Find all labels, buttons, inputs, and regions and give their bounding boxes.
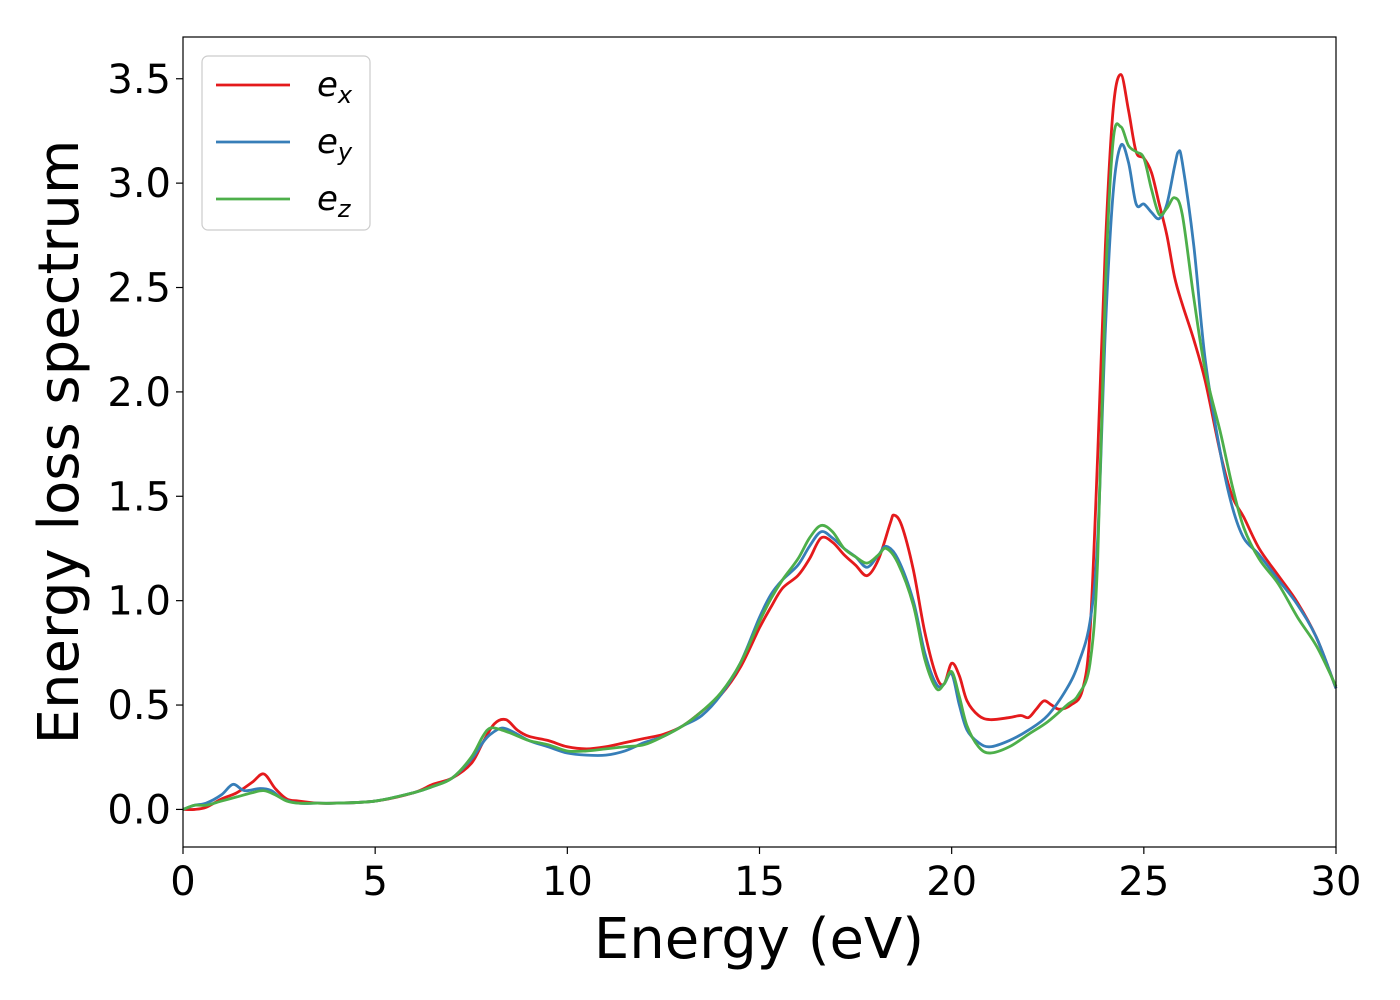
y-tick-label: 0.5 xyxy=(107,683,171,729)
x-tick-label: 15 xyxy=(734,859,785,905)
x-tick-label: 10 xyxy=(542,859,593,905)
series-line-ez xyxy=(182,122,1338,811)
legend-label-ey: ey xyxy=(317,122,353,166)
y-tick-label: 1.5 xyxy=(107,474,171,520)
y-tick-label: 1.0 xyxy=(107,579,171,625)
legend-label-ez: ez xyxy=(317,179,352,223)
y-axis-ticks: 0.0 0.5 1.0 1.5 2.0 2.5 3.0 3.5 xyxy=(107,57,183,833)
y-tick-label: 2.0 xyxy=(107,370,171,416)
series-lines xyxy=(182,73,1338,811)
x-axis-ticks: 0 5 10 15 20 25 30 xyxy=(170,847,1361,905)
x-tick-label: 30 xyxy=(1311,859,1362,905)
x-tick-label: 0 xyxy=(170,859,195,905)
y-tick-label: 3.0 xyxy=(107,161,171,207)
y-axis-title: Energy loss spectrum xyxy=(27,140,92,745)
x-tick-label: 5 xyxy=(362,859,387,905)
x-tick-label: 20 xyxy=(926,859,977,905)
x-tick-label: 25 xyxy=(1118,859,1169,905)
y-tick-label: 3.5 xyxy=(107,57,171,103)
legend-label-ex: ex xyxy=(317,65,353,109)
y-tick-label: 2.5 xyxy=(107,266,171,312)
x-axis-title: Energy (eV) xyxy=(594,907,924,972)
legend: ex ey ez xyxy=(201,55,371,231)
y-tick-label: 0.0 xyxy=(107,787,171,833)
